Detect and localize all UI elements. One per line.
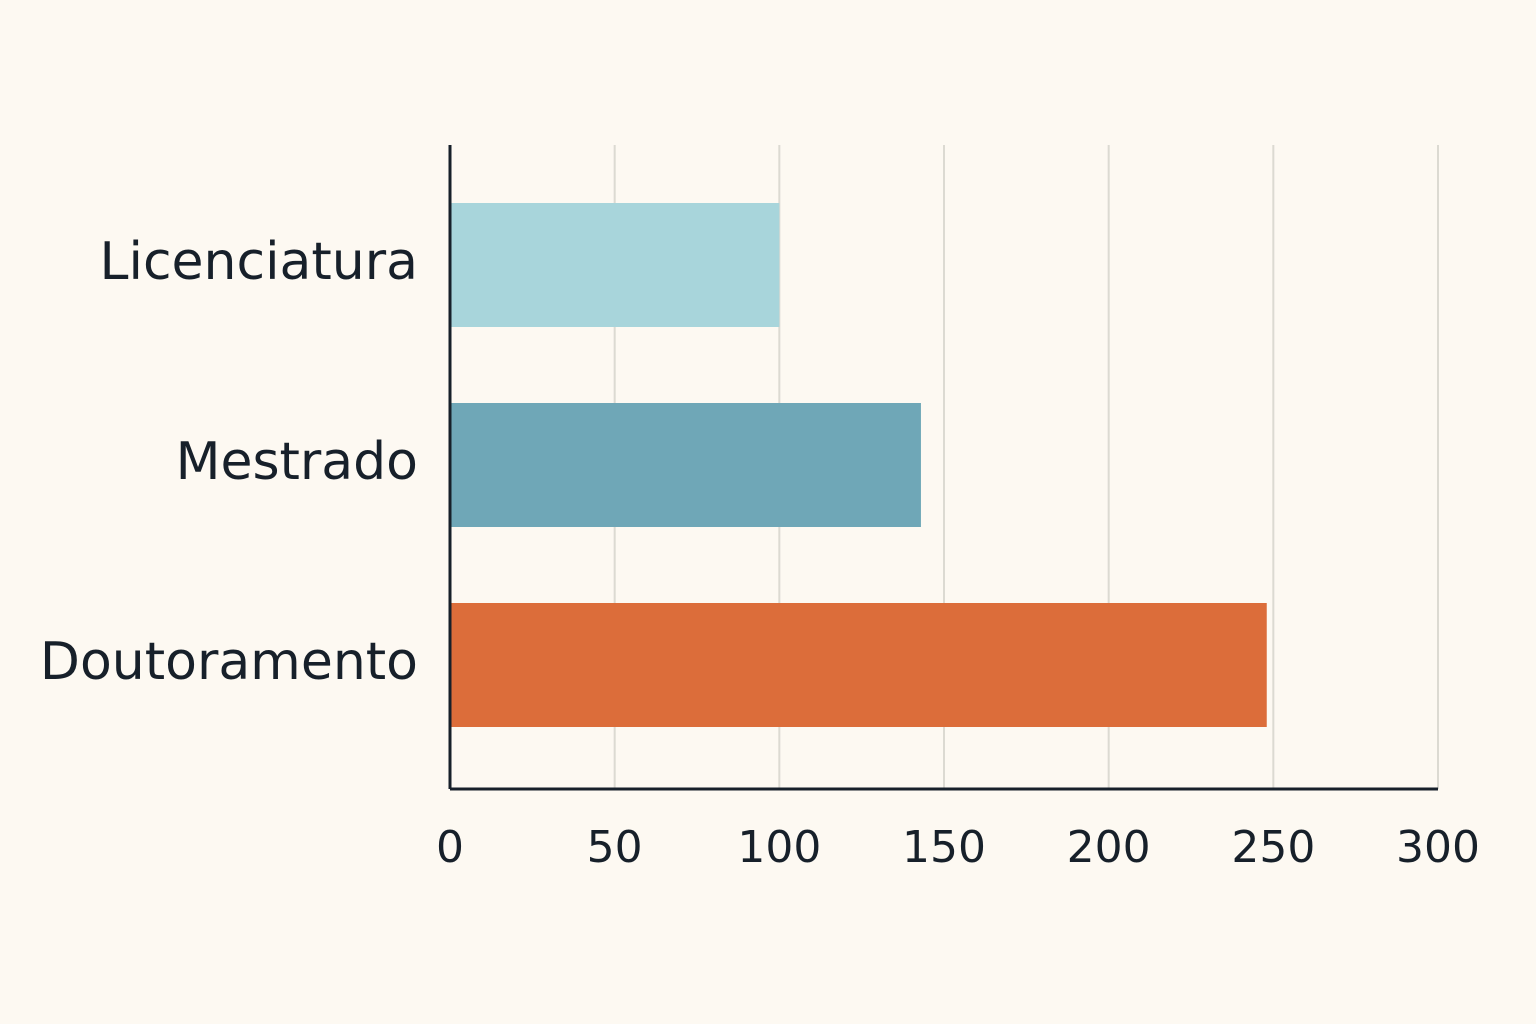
bar <box>450 403 921 527</box>
y-tick-label: Licenciatura <box>100 232 418 292</box>
x-tick-label: 200 <box>1067 822 1151 873</box>
bar <box>450 203 780 327</box>
x-tick-label: 250 <box>1231 822 1315 873</box>
y-tick-label: Mestrado <box>176 432 418 492</box>
x-tick-label: 0 <box>436 822 464 873</box>
x-tick-label: 50 <box>587 822 643 873</box>
x-tick-label: 300 <box>1396 822 1480 873</box>
x-tick-label: 150 <box>902 822 986 873</box>
x-tick-label: 100 <box>737 822 821 873</box>
y-tick-label: Doutoramento <box>40 632 418 692</box>
bar <box>450 603 1267 727</box>
